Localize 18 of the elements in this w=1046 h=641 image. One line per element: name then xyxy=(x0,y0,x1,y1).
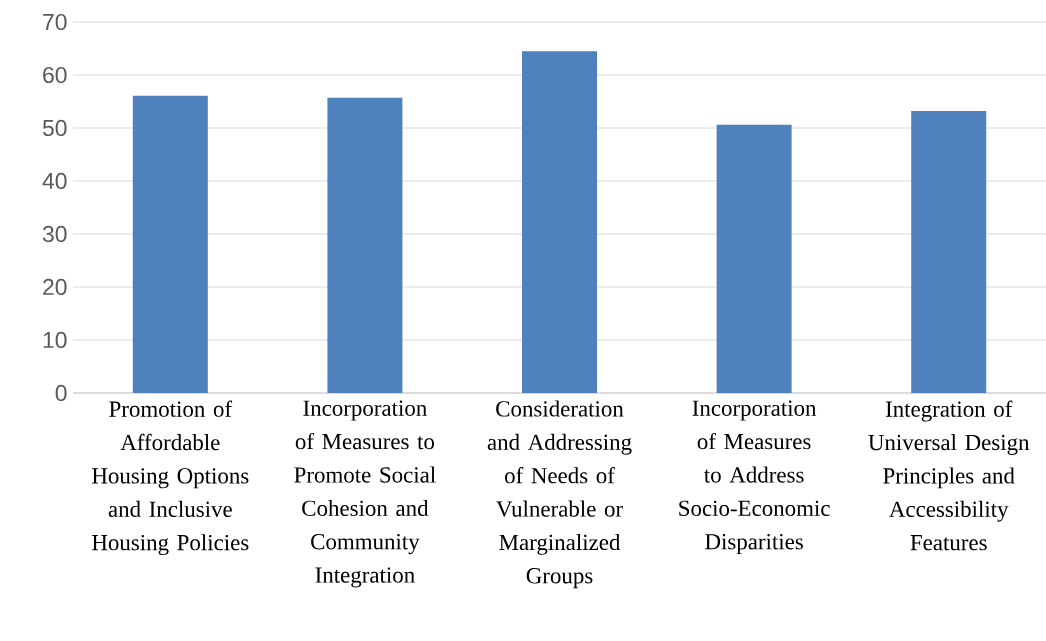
y-tick-label: 40 xyxy=(42,172,67,190)
y-tick-label: 60 xyxy=(43,66,67,84)
x-tick-label: Incorporation of Measures to Address Socio-Economic Disparities xyxy=(679,400,830,555)
x-tick-label: Integration of Universal Design Principles and Accessibility Features xyxy=(868,400,1030,551)
x-tick-label: Promotion of Affordable Housing Options and Inclusive Housing Policies xyxy=(92,400,249,556)
y-tick-label: 50 xyxy=(42,119,67,137)
bar xyxy=(132,95,208,393)
bar xyxy=(522,51,598,393)
y-tick-label: 70 xyxy=(43,13,67,31)
y-tick-label: 30 xyxy=(42,225,67,243)
y-tick-label: 10 xyxy=(43,331,67,349)
y-tick-label: 0 xyxy=(55,384,67,402)
x-tick-label: Incorporation of Measures to Promote Social Cohesion and Community Integration xyxy=(294,400,436,588)
x-tick-label: Consideration and Addressing of Needs of Vulnerable or Marginalized Groups xyxy=(487,400,632,589)
y-tick-label: 20 xyxy=(43,278,67,296)
bar xyxy=(716,124,792,393)
bar xyxy=(327,97,403,393)
bar xyxy=(911,111,987,393)
